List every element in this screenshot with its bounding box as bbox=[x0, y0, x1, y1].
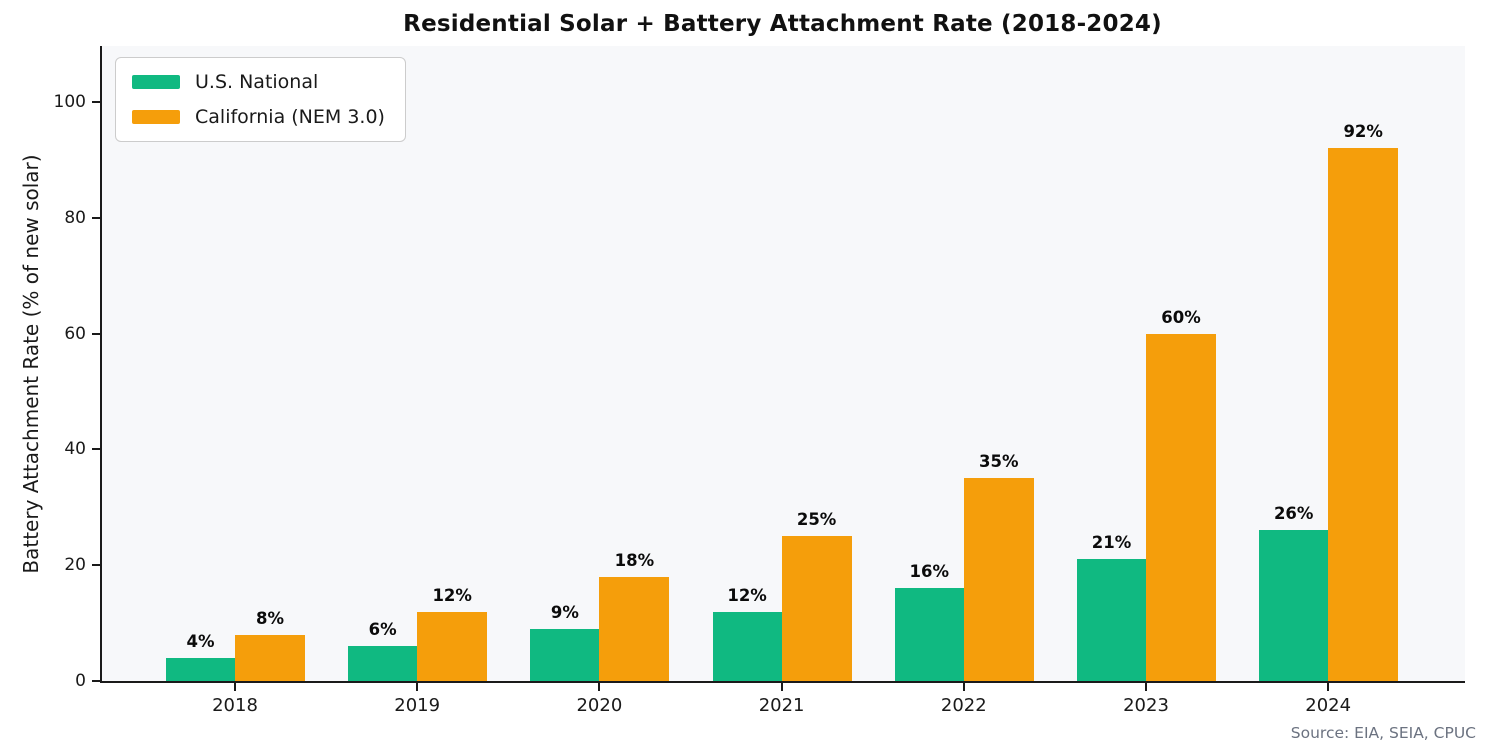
plot-area: U.S. National California (NEM 3.0) 0 20 40… bbox=[54, 46, 1465, 716]
bar-us-national-2019: 6% bbox=[348, 620, 418, 681]
chart-title: Residential Solar + Battery Attachment R… bbox=[403, 11, 1162, 37]
x-tick-mark bbox=[598, 683, 601, 691]
x-tick-label: 2021 bbox=[758, 695, 805, 716]
bar-value-label: 21% bbox=[1091, 533, 1132, 553]
bar-value-label: 26% bbox=[1273, 504, 1314, 524]
x-tick-label: 2024 bbox=[1305, 695, 1352, 716]
bar-value-label: 9% bbox=[550, 602, 579, 622]
bar-value-label: 60% bbox=[1161, 307, 1201, 327]
bar-value-label: 12% bbox=[432, 585, 472, 605]
bar-value-label: 6% bbox=[368, 620, 397, 640]
y-axis-label: Battery Attachment Rate (% of new solar) bbox=[19, 154, 43, 574]
bar-california-2022: 35% bbox=[963, 452, 1034, 681]
bar-group-2019: 6% 12% bbox=[348, 586, 488, 681]
x-tick-mark bbox=[416, 683, 419, 691]
bar-value-label: 18% bbox=[614, 550, 655, 570]
bar-california-2021: 25% bbox=[781, 510, 852, 681]
y-tick-label: 20 bbox=[64, 555, 86, 576]
legend-item-california: California (NEM 3.0) bbox=[132, 106, 385, 128]
y-tick-label: 60 bbox=[64, 323, 86, 344]
bar-california-2023: 60% bbox=[1146, 308, 1216, 681]
bar-value-label: 35% bbox=[979, 452, 1019, 472]
bar-value-label: 12% bbox=[727, 585, 767, 605]
bar-group-2020: 9% 18% bbox=[530, 551, 670, 681]
bar-group-2023: 21% 60% bbox=[1077, 308, 1216, 681]
bar-us-national-2018: 4% bbox=[166, 632, 235, 681]
y-tick-label: 40 bbox=[64, 439, 86, 460]
y-tick-label: 0 bbox=[75, 671, 86, 691]
bar-california-2019: 12% bbox=[417, 586, 488, 681]
x-tick-label: 2022 bbox=[940, 695, 987, 716]
bar-value-label: 92% bbox=[1343, 122, 1383, 142]
y-tick-mark bbox=[92, 448, 100, 451]
bar-group-2022: 16% 35% bbox=[894, 452, 1034, 681]
source-note: Source: EIA, SEIA, CPUC bbox=[1290, 724, 1476, 742]
bar-value-label: 4% bbox=[186, 631, 215, 651]
x-tick-label: 2023 bbox=[1123, 695, 1169, 716]
y-tick-mark bbox=[92, 680, 100, 682]
bar-california-2024: 92% bbox=[1328, 122, 1399, 681]
bar-value-label: 8% bbox=[255, 608, 285, 628]
bar-us-national-2022: 16% bbox=[894, 562, 964, 681]
bar-value-label: 16% bbox=[909, 562, 950, 582]
y-tick-mark bbox=[92, 100, 100, 103]
x-tick-mark bbox=[1327, 683, 1330, 691]
bar-california-2020: 18% bbox=[599, 551, 670, 681]
x-tick-label: 2020 bbox=[576, 695, 623, 716]
y-tick-mark bbox=[92, 332, 100, 335]
y-tick-label: 80 bbox=[64, 207, 86, 228]
bar-california-2018: 8% bbox=[235, 609, 305, 681]
bar-us-national-2023: 21% bbox=[1077, 533, 1146, 681]
legend-label: U.S. National bbox=[195, 71, 319, 93]
legend-swatch-california bbox=[132, 110, 180, 124]
x-tick-mark bbox=[780, 683, 783, 691]
x-tick-label: 2018 bbox=[212, 695, 258, 716]
bar-group-2024: 26% 92% bbox=[1259, 122, 1399, 681]
bar-us-national-2021: 12% bbox=[712, 586, 782, 681]
bar-group-2018: 4% 8% bbox=[166, 609, 305, 681]
y-tick-mark bbox=[92, 564, 100, 567]
legend-item-us-national: U.S. National bbox=[132, 71, 385, 93]
bar-value-label: 25% bbox=[796, 510, 837, 530]
bar-group-2021: 12% 25% bbox=[712, 510, 852, 681]
legend-label: California (NEM 3.0) bbox=[195, 106, 385, 128]
x-tick-mark bbox=[234, 683, 236, 691]
y-tick-mark bbox=[92, 216, 100, 219]
x-tick-label: 2019 bbox=[394, 695, 441, 716]
bar-us-national-2024: 26% bbox=[1259, 504, 1329, 681]
legend: U.S. National California (NEM 3.0) bbox=[115, 57, 406, 142]
x-tick-mark bbox=[962, 683, 965, 691]
y-tick-label: 100 bbox=[53, 91, 86, 112]
x-tick-mark bbox=[1145, 683, 1147, 691]
bar-us-national-2020: 9% bbox=[530, 603, 600, 681]
legend-swatch-us-national bbox=[132, 75, 180, 89]
